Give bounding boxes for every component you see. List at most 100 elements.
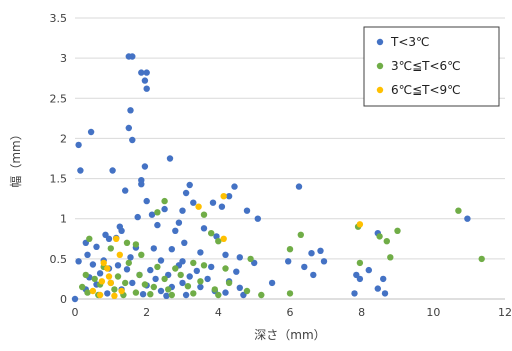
data-point-series-2 — [394, 228, 400, 234]
data-point-series-1 — [237, 254, 243, 260]
data-point-series-1 — [129, 137, 135, 143]
data-point-series-3 — [221, 236, 227, 242]
data-point-series-2 — [376, 233, 382, 239]
data-point-series-1 — [366, 267, 372, 273]
data-point-series-1 — [88, 129, 94, 135]
data-point-series-2 — [124, 240, 130, 246]
data-point-series-1 — [172, 228, 178, 234]
data-point-series-1 — [296, 183, 302, 189]
data-point-series-2 — [133, 241, 139, 247]
data-point-series-3 — [106, 273, 112, 279]
data-point-series-1 — [351, 290, 357, 296]
data-point-series-2 — [169, 292, 175, 298]
y-tick-labels: 00.511.522.533.5 — [50, 12, 68, 306]
data-point-series-1 — [126, 125, 132, 131]
y-tick-label: 0 — [60, 293, 67, 306]
data-point-series-2 — [212, 286, 218, 292]
data-point-series-1 — [158, 257, 164, 263]
data-point-series-1 — [201, 225, 207, 231]
data-point-series-2 — [455, 208, 461, 214]
data-point-series-1 — [183, 190, 189, 196]
data-point-series-2 — [86, 236, 92, 242]
data-point-series-2 — [142, 281, 148, 287]
y-axis-label: 幅（mm） — [8, 128, 23, 187]
data-point-series-3 — [108, 280, 114, 286]
legend-label: 6℃≦T<9℃ — [391, 83, 461, 97]
data-point-series-1 — [190, 200, 196, 206]
data-point-series-3 — [111, 293, 117, 299]
data-point-series-2 — [133, 289, 139, 295]
data-point-series-3 — [117, 252, 123, 258]
data-point-series-1 — [237, 285, 243, 291]
data-point-series-1 — [197, 249, 203, 255]
data-point-series-2 — [147, 291, 153, 297]
data-point-series-3 — [357, 221, 363, 227]
data-point-series-2 — [92, 276, 98, 282]
data-point-series-1 — [77, 167, 83, 173]
data-point-series-1 — [158, 288, 164, 294]
data-point-series-2 — [357, 260, 363, 266]
data-point-series-2 — [126, 260, 132, 266]
data-point-series-1 — [244, 208, 250, 214]
data-point-series-1 — [357, 276, 363, 282]
data-point-series-2 — [201, 262, 207, 268]
legend-marker — [377, 87, 383, 93]
data-point-series-2 — [258, 292, 264, 298]
data-point-series-1 — [144, 86, 150, 92]
data-point-series-2 — [84, 289, 90, 295]
x-tick-label: 12 — [498, 306, 512, 319]
data-point-series-2 — [215, 292, 221, 298]
data-point-series-3 — [101, 260, 107, 266]
data-point-series-2 — [79, 284, 85, 290]
legend-label: 3℃≦T<6℃ — [391, 59, 461, 73]
data-point-series-3 — [118, 288, 124, 294]
x-tick-label: 10 — [426, 306, 440, 319]
data-point-series-1 — [161, 206, 167, 212]
legend-label: T<3℃ — [390, 35, 430, 49]
data-point-series-1 — [122, 187, 128, 193]
data-point-series-1 — [152, 276, 158, 282]
data-point-series-1 — [310, 272, 316, 278]
data-point-series-1 — [154, 222, 160, 228]
data-point-series-1 — [210, 200, 216, 206]
data-point-series-2 — [151, 284, 157, 290]
data-point-series-1 — [144, 198, 150, 204]
data-point-series-1 — [380, 276, 386, 282]
data-point-series-2 — [138, 252, 144, 258]
legend: T<3℃ 3℃≦T<6℃ 6℃≦T<9℃ — [364, 27, 499, 106]
data-point-series-1 — [84, 252, 90, 258]
data-point-series-1 — [321, 258, 327, 264]
data-point-series-2 — [222, 265, 228, 271]
data-point-series-1 — [197, 284, 203, 290]
data-point-series-2 — [190, 260, 196, 266]
data-point-series-1 — [163, 293, 169, 299]
x-tick-label: 6 — [287, 306, 294, 319]
data-point-series-2 — [226, 280, 232, 286]
data-point-series-2 — [111, 286, 117, 292]
data-point-series-1 — [140, 291, 146, 297]
data-point-series-1 — [317, 248, 323, 254]
data-point-series-2 — [115, 273, 121, 279]
data-point-series-2 — [298, 232, 304, 238]
data-point-series-3 — [90, 288, 96, 294]
data-point-series-1 — [375, 285, 381, 291]
data-point-series-1 — [222, 289, 228, 295]
data-point-series-2 — [161, 198, 167, 204]
data-point-series-3 — [195, 204, 201, 210]
data-point-series-2 — [287, 290, 293, 296]
data-point-series-1 — [208, 264, 214, 270]
x-axis-label: 深さ（mm） — [254, 328, 325, 342]
data-point-series-2 — [287, 246, 293, 252]
data-point-series-3 — [104, 265, 110, 271]
data-point-series-1 — [382, 290, 388, 296]
data-point-series-2 — [83, 272, 89, 278]
data-point-series-1 — [222, 252, 228, 258]
data-point-series-2 — [190, 290, 196, 296]
data-point-series-1 — [115, 262, 121, 268]
legend-marker — [377, 39, 383, 45]
data-point-series-1 — [179, 208, 185, 214]
y-tick-label: 2.5 — [50, 92, 68, 105]
